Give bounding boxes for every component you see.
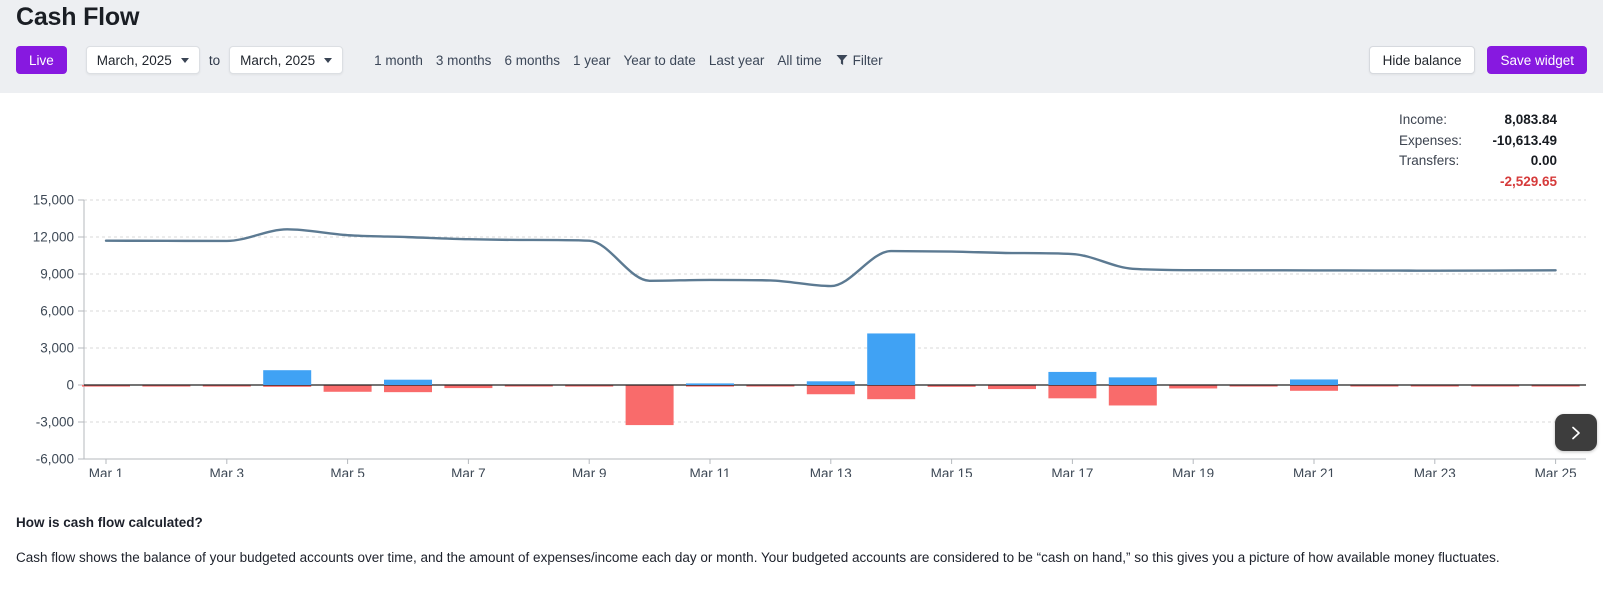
svg-text:Mar 17: Mar 17: [1051, 466, 1093, 477]
funnel-icon: [836, 55, 848, 65]
income-label: Income:: [1399, 112, 1448, 127]
next-month-button[interactable]: [1555, 414, 1597, 451]
save-widget-button[interactable]: Save widget: [1487, 46, 1587, 74]
range-1-year[interactable]: 1 year: [572, 52, 611, 68]
range-all-time[interactable]: All time: [777, 52, 822, 68]
range-3-months[interactable]: 3 months: [435, 52, 492, 68]
cash-flow-chart: 15,000 12,000 9,000 6,000 3,000 0 -3,000 -6,000…: [33, 193, 1586, 477]
page-title: Cash Flow: [16, 3, 140, 31]
net-total-value: -2,529.65: [1499, 173, 1557, 189]
transfers-value: 0.00: [1530, 153, 1557, 168]
expenses-label: Expenses:: [1399, 132, 1463, 148]
transfers-label: Transfers:: [1399, 153, 1460, 168]
range-last-year[interactable]: Last year: [708, 52, 765, 68]
svg-text:Mar 9: Mar 9: [572, 466, 607, 477]
svg-text:15,000: 15,000: [33, 193, 74, 208]
svg-text:Mar 21: Mar 21: [1293, 466, 1335, 477]
caret-down-icon: [180, 57, 189, 63]
svg-text:Mar 5: Mar 5: [330, 466, 365, 477]
footer: How is cash flow calculated? Cash flow s…: [16, 515, 1587, 565]
svg-text:3,000: 3,000: [40, 341, 74, 356]
legend-row-income: Income: 8,083.84: [1399, 110, 1557, 131]
range-1-month[interactable]: 1 month: [374, 52, 423, 68]
from-month-select[interactable]: March, 2025: [85, 46, 200, 74]
svg-text:Mar 11: Mar 11: [689, 466, 730, 477]
legend-row-net: -2,529.65: [1399, 172, 1557, 193]
svg-text:Mar 15: Mar 15: [931, 466, 973, 477]
range-links: 1 month 3 months 6 months 1 year Year to…: [374, 53, 821, 68]
hide-balance-button[interactable]: Hide balance: [1368, 46, 1476, 74]
filter-label: Filter: [852, 52, 883, 68]
toolbar: Live March, 2025 to March, 2025 1 month …: [16, 46, 1587, 74]
footer-heading: How is cash flow calculated?: [16, 515, 203, 530]
to-month-value: March, 2025: [240, 52, 316, 68]
svg-text:0: 0: [66, 378, 74, 393]
summary-legend: Income: 8,083.84 Expenses: -10,613.49 Tr…: [1399, 110, 1557, 192]
income-value: 8,083.84: [1504, 112, 1557, 127]
chevron-right-icon: [1572, 426, 1580, 439]
svg-text:-3,000: -3,000: [36, 415, 74, 430]
to-label: to: [208, 52, 221, 68]
svg-text:-6,000: -6,000: [36, 452, 74, 467]
range-6-months[interactable]: 6 months: [504, 52, 560, 68]
legend-row-transfers: Transfers: 0.00: [1399, 151, 1557, 172]
expenses-value: -10,613.49: [1492, 132, 1557, 148]
svg-text:Mar 1: Mar 1: [89, 466, 124, 477]
svg-text:Mar 25: Mar 25: [1535, 466, 1577, 477]
range-year-to-date[interactable]: Year to date: [623, 52, 696, 68]
svg-text:Mar 23: Mar 23: [1414, 466, 1456, 477]
live-button[interactable]: Live: [16, 46, 67, 74]
caret-down-icon: [324, 57, 333, 63]
svg-text:Mar 3: Mar 3: [210, 466, 245, 477]
svg-text:9,000: 9,000: [40, 267, 74, 282]
header: Cash Flow Live March, 2025 to March, 202…: [0, 0, 1603, 93]
svg-text:12,000: 12,000: [33, 230, 74, 245]
footer-body: Cash flow shows the balance of your budg…: [16, 550, 1500, 565]
svg-text:Mar 13: Mar 13: [810, 466, 852, 477]
filter-button[interactable]: Filter: [836, 53, 883, 68]
to-month-select[interactable]: March, 2025: [229, 46, 344, 74]
from-month-value: March, 2025: [96, 52, 172, 68]
legend-row-expenses: Expenses: -10,613.49: [1399, 131, 1557, 152]
svg-text:Mar 19: Mar 19: [1172, 466, 1214, 477]
svg-text:6,000: 6,000: [40, 304, 74, 319]
svg-text:Mar 7: Mar 7: [451, 466, 486, 477]
